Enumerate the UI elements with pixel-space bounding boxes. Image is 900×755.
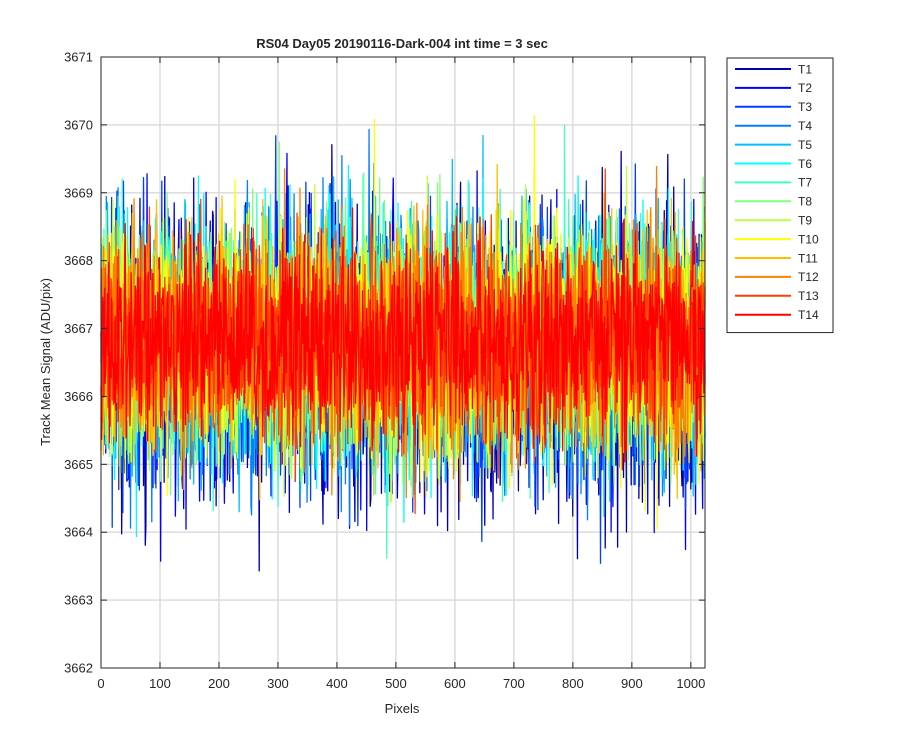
- legend-label: T7: [798, 176, 812, 190]
- legend-label: T13: [798, 289, 819, 303]
- plot-area-border: [100, 56, 706, 669]
- y-tick-label: 3664: [64, 525, 93, 540]
- x-tick-label: 0: [97, 676, 104, 691]
- legend-box: [726, 57, 834, 334]
- series-line-t14: [100, 207, 706, 471]
- y-tick-label: 3662: [64, 661, 93, 676]
- legend: T1 T2 T3 T4 T5 T6 T7 T8 T9 T10 T11 T12 T13 T14: [726, 57, 834, 334]
- y-tick-label: 3671: [64, 50, 93, 65]
- legend-label: T2: [798, 81, 812, 95]
- x-tick-label: 600: [444, 676, 466, 691]
- x-tick-label: 200: [208, 676, 230, 691]
- chart-title: RS04 Day05 20190116-Dark-004 int time = …: [256, 36, 548, 51]
- legend-label: T4: [798, 119, 812, 133]
- x-tick-label: 500: [385, 676, 407, 691]
- legend-label: T9: [798, 214, 812, 228]
- x-tick-label: 1000: [676, 676, 705, 691]
- legend-label: T1: [798, 62, 812, 76]
- axis-ticks: 0 100 200 300 400 500 600 700 800 900 1000 3662 3663…: [64, 50, 705, 692]
- y-tick-label: 3667: [64, 321, 93, 336]
- y-tick-label: 3669: [64, 185, 93, 200]
- y-tick-label: 3665: [64, 457, 93, 472]
- y-tick-label: 3668: [64, 253, 93, 268]
- legend-label: T10: [798, 232, 819, 246]
- x-tick-label: 300: [267, 676, 289, 691]
- y-axis-label: Track Mean Signal (ADU/pix): [38, 278, 53, 446]
- x-tick-label: 700: [503, 676, 525, 691]
- series-group: [100, 115, 706, 572]
- legend-label: T5: [798, 138, 812, 152]
- legend-label: T8: [798, 195, 812, 209]
- x-tick-label: 800: [562, 676, 584, 691]
- y-tick-label: 3670: [64, 117, 93, 132]
- legend-label: T12: [798, 270, 819, 284]
- x-axis-label: Pixels: [385, 701, 420, 716]
- legend-label: T14: [798, 308, 819, 322]
- legend-label: T3: [798, 100, 812, 114]
- y-tick-label: 3663: [64, 593, 93, 608]
- x-tick-label: 100: [149, 676, 171, 691]
- y-tick-label: 3666: [64, 389, 93, 404]
- x-tick-label: 400: [326, 676, 348, 691]
- x-tick-label: 900: [621, 676, 643, 691]
- legend-label: T11: [798, 251, 818, 265]
- legend-label: T6: [798, 157, 812, 171]
